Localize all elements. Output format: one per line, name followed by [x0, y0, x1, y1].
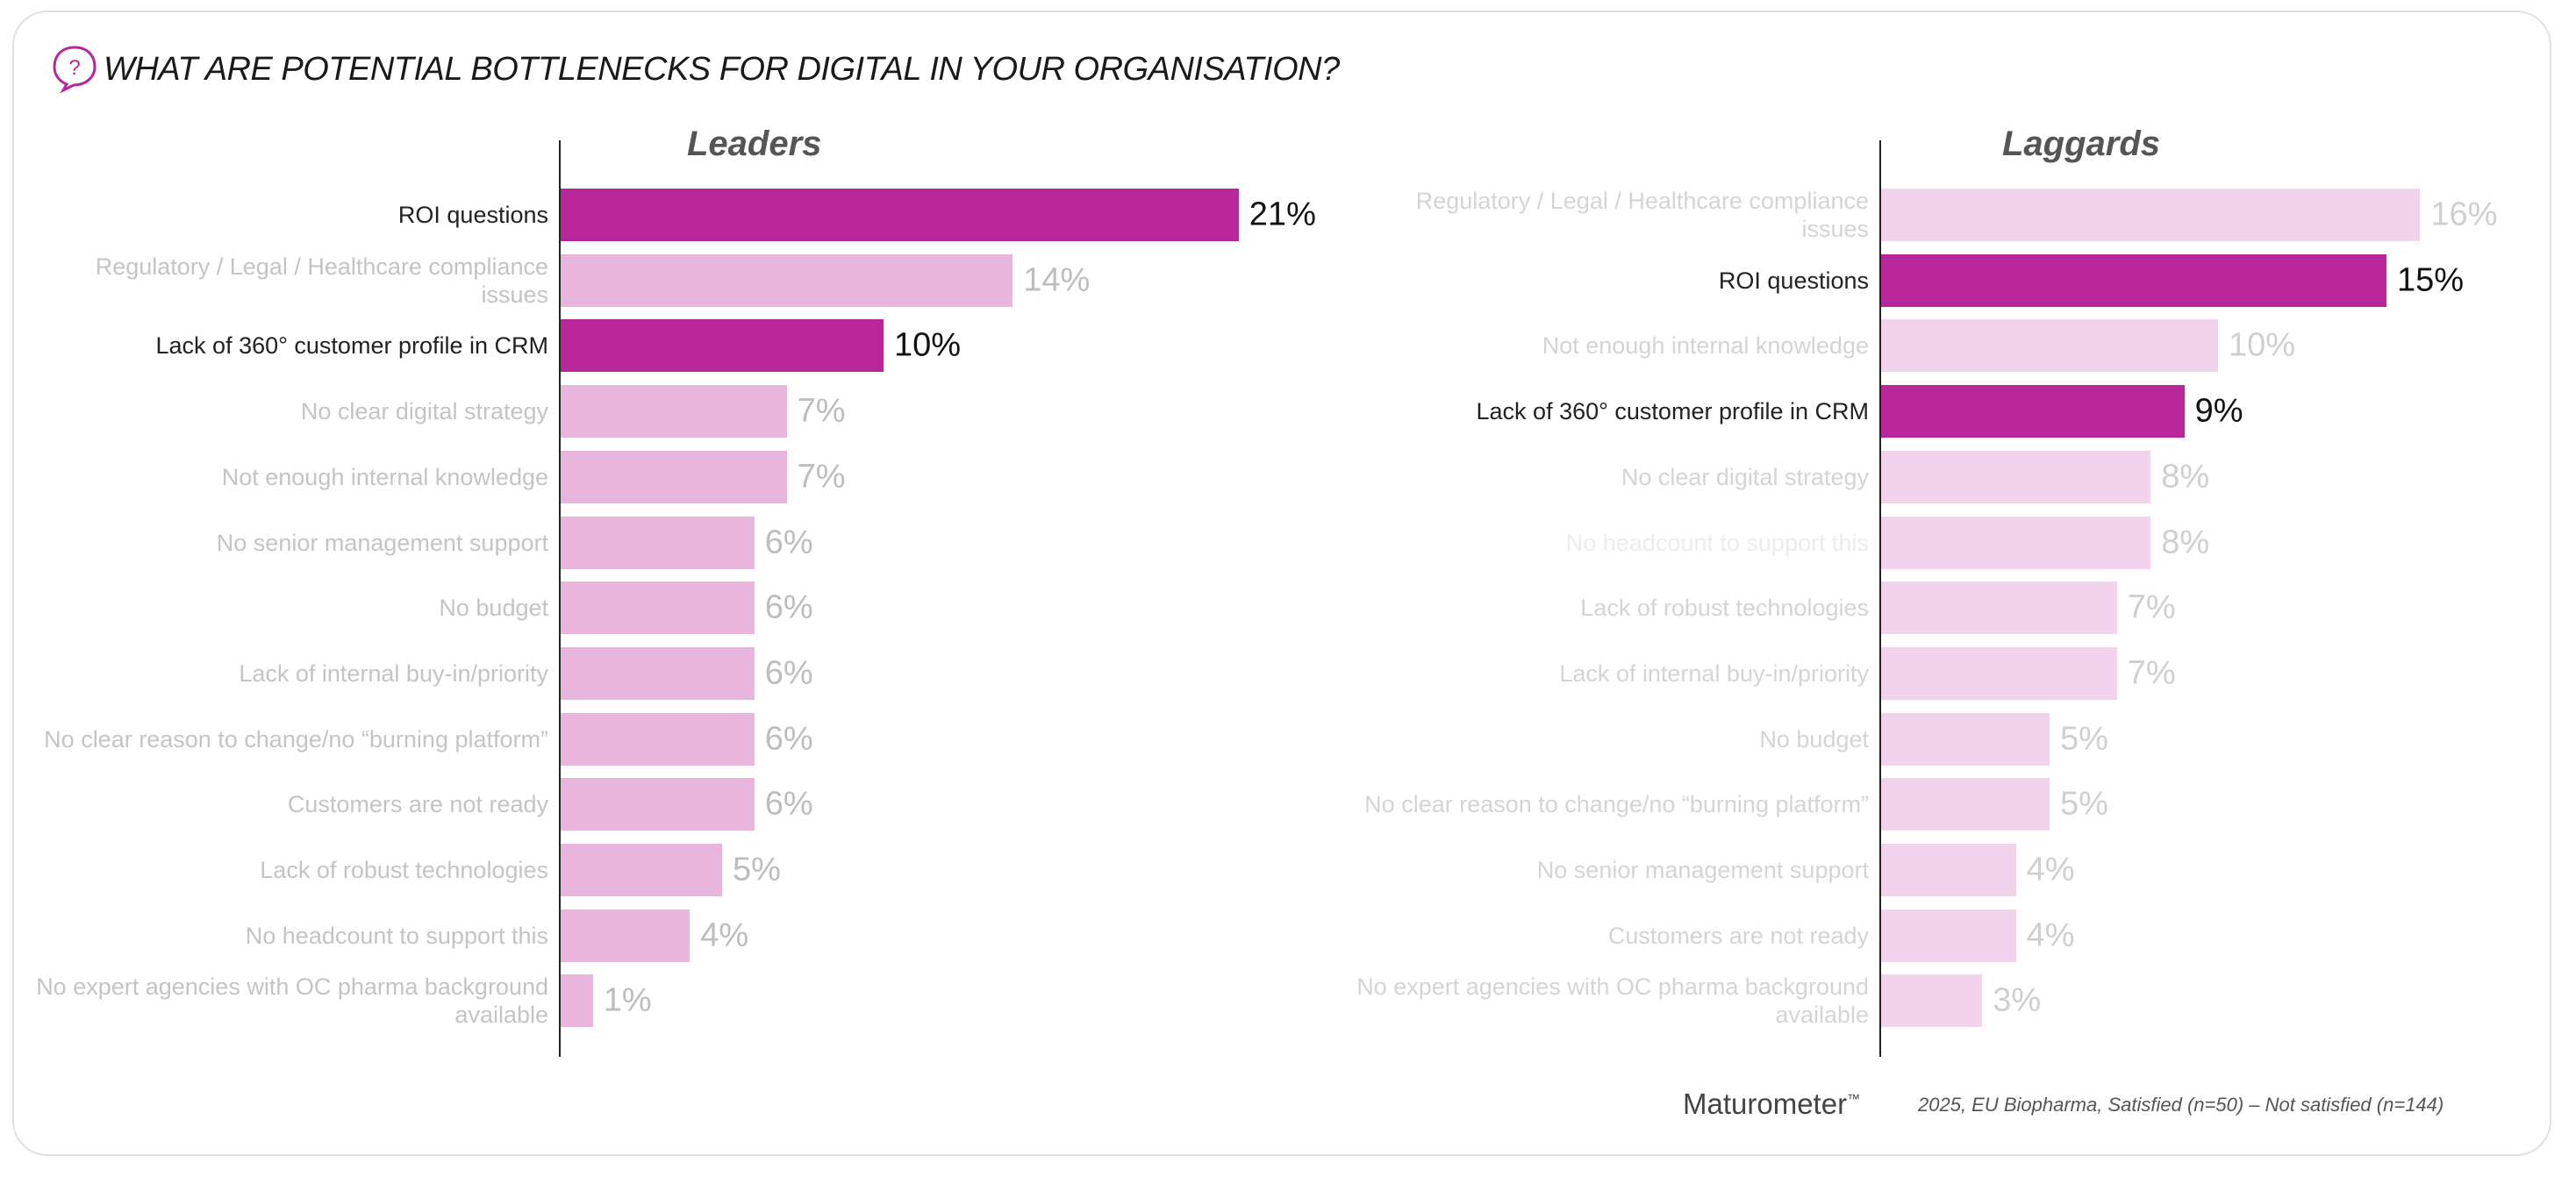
- leaders-bar: [561, 253, 1013, 307]
- laggards-bar: [1881, 844, 2016, 896]
- laggards-bar: [1881, 253, 2386, 307]
- laggards-value-label: 15%: [2397, 261, 2465, 299]
- leaders-category-label: No expert agencies with OC pharma backgr…: [36, 974, 548, 1029]
- laggards-bar: [1881, 646, 2117, 700]
- laggards-panel-title: Laggards: [2002, 125, 2161, 163]
- trademark: ™: [1847, 1092, 1861, 1107]
- laggards-category-label: No expert agencies with OC pharma backgr…: [1356, 974, 1869, 1029]
- laggards-category-label: Regulatory / Legal / Healthcare complian…: [1415, 188, 1869, 242]
- laggards-value-label: 7%: [2127, 588, 2176, 626]
- leaders-category-label: Not enough internal knowledge: [221, 463, 548, 490]
- laggards-value-label: 4%: [2026, 917, 2075, 954]
- laggards-category-label: Lack of internal buy-in/priority: [1559, 660, 1869, 687]
- leaders-category-label: No headcount to support this: [245, 922, 548, 949]
- laggards-value-label: 5%: [2060, 720, 2108, 758]
- laggards-value-label: 5%: [2060, 785, 2108, 823]
- laggards-bar: [1881, 319, 2218, 373]
- leaders-bar: [561, 646, 755, 700]
- laggards-category-label: No headcount to support this: [1565, 529, 1869, 556]
- leaders-bar: [561, 189, 1239, 241]
- source-note: 2025, EU Biopharma, Satisfied (n=50) – N…: [1918, 1094, 2444, 1116]
- laggards-value-label: 9%: [2194, 392, 2243, 430]
- chart-title: WHAT ARE POTENTIAL BOTTLENECKS FOR DIGIT…: [104, 51, 1340, 88]
- laggards-bar: [1881, 385, 2185, 439]
- leaders-value-label: 14%: [1023, 261, 1091, 299]
- leaders-value-label: 6%: [764, 588, 813, 626]
- leaders-category-label: Lack of robust technologies: [260, 857, 548, 883]
- laggards-category-label: Lack of robust technologies: [1580, 595, 1869, 622]
- leaders-bar: [561, 909, 691, 962]
- leaders-bar: [561, 844, 722, 896]
- leaders-category-label: No senior management support: [216, 529, 548, 556]
- leaders-value-label: 7%: [797, 392, 846, 430]
- leaders-bar: [561, 581, 755, 635]
- leaders-category-label: ROI questions: [397, 202, 548, 228]
- leaders-value-label: 21%: [1249, 196, 1316, 233]
- leaders-category-label: No clear reason to change/no “burning pl…: [44, 725, 548, 752]
- laggards-category-label: Not enough internal knowledge: [1542, 332, 1869, 360]
- laggards-value-label: 7%: [2127, 654, 2176, 692]
- laggards-bar: [1881, 450, 2151, 503]
- laggards-category-label: No clear digital strategy: [1621, 463, 1869, 490]
- leaders-bar: [561, 778, 755, 831]
- laggards-category-label: Customers are not ready: [1607, 922, 1869, 949]
- leaders-bar: [561, 385, 787, 439]
- leaders-value-label: 1%: [603, 981, 652, 1019]
- laggards-bar: [1881, 581, 2117, 635]
- laggards-category-label: No clear reason to change/no “burning pl…: [1364, 791, 1869, 818]
- leaders-bar: [561, 319, 884, 373]
- leaders-value-label: 10%: [894, 326, 962, 364]
- brand-logo: Maturometer™: [1683, 1088, 1860, 1121]
- laggards-bar: [1881, 778, 2050, 831]
- brand-name: Maturometer: [1683, 1088, 1848, 1120]
- leaders-category-label: Regulatory / Legal / Healthcare complian…: [95, 253, 548, 308]
- leaders-axis-line: [559, 140, 561, 1057]
- laggards-value-label: 10%: [2229, 326, 2296, 364]
- leaders-value-label: 6%: [764, 720, 813, 758]
- laggards-bar: [1881, 909, 2016, 962]
- laggards-value-label: 16%: [2430, 196, 2498, 233]
- laggards-bar: [1881, 189, 2421, 241]
- laggards-category-label: ROI questions: [1718, 267, 1869, 294]
- leaders-category-label: No clear digital strategy: [300, 398, 548, 425]
- laggards-category-label: Lack of 360° customer profile in CRM: [1476, 398, 1869, 425]
- laggards-bar: [1881, 516, 2151, 569]
- laggards-value-label: 8%: [2161, 458, 2210, 496]
- leaders-bar: [561, 712, 755, 766]
- laggards-value-label: 4%: [2026, 851, 2075, 888]
- laggards-category-label: No senior management support: [1536, 857, 1869, 883]
- leaders-value-label: 4%: [700, 917, 749, 954]
- leaders-value-label: 6%: [764, 654, 813, 692]
- leaders-bar: [561, 450, 787, 503]
- leaders-bar: [561, 516, 755, 569]
- leaders-value-label: 5%: [733, 851, 781, 888]
- leaders-category-label: Lack of 360° customer profile in CRM: [155, 332, 548, 360]
- svg-text:?: ?: [68, 56, 80, 80]
- question-bubble-icon: ?: [53, 46, 97, 93]
- leaders-category-label: Customers are not ready: [287, 791, 548, 818]
- leaders-category-label: No budget: [439, 595, 548, 622]
- laggards-value-label: 3%: [1993, 981, 2042, 1019]
- leaders-value-label: 7%: [797, 458, 846, 496]
- leaders-value-label: 6%: [764, 785, 813, 823]
- laggards-value-label: 8%: [2161, 524, 2210, 560]
- laggards-bar: [1881, 974, 1983, 1028]
- leaders-panel-title: Leaders: [687, 125, 822, 163]
- leaders-value-label: 6%: [764, 524, 813, 560]
- laggards-bar: [1881, 712, 2050, 766]
- leaders-bar: [561, 974, 593, 1028]
- leaders-category-label: Lack of internal buy-in/priority: [239, 660, 548, 687]
- laggards-category-label: No budget: [1759, 725, 1869, 752]
- laggards-axis-line: [1879, 140, 1881, 1057]
